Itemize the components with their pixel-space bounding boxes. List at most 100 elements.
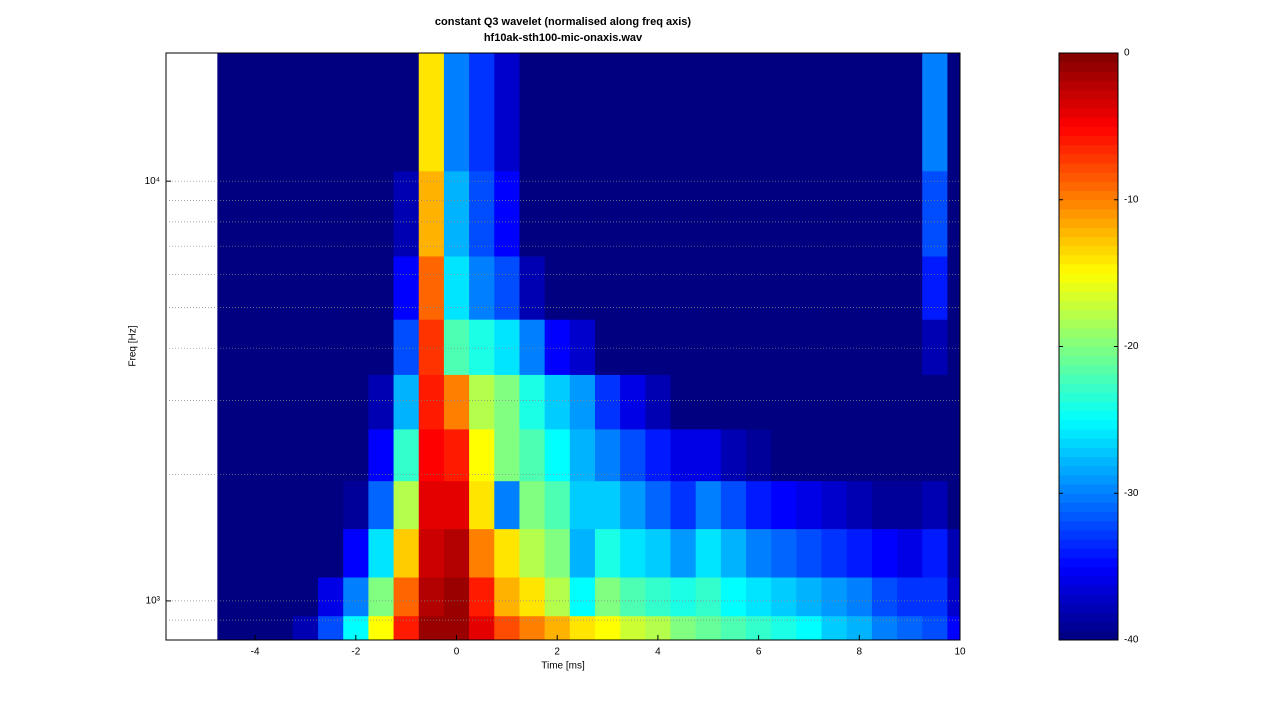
heatmap-cell	[720, 615, 747, 640]
heatmap-cell	[519, 319, 546, 375]
heatmap-cell	[922, 170, 948, 257]
heatmap-cell	[947, 615, 960, 640]
heatmap-cell	[670, 615, 697, 640]
heatmap-cell	[821, 255, 848, 320]
heatmap-cell	[368, 615, 395, 640]
colorbar-step	[1059, 502, 1118, 513]
heatmap-cell	[645, 576, 671, 617]
heatmap-cell	[443, 374, 470, 430]
x-tick-label: 10	[954, 647, 966, 658]
colorbar-step	[1059, 456, 1118, 467]
heatmap-cell	[242, 53, 269, 172]
heatmap-cell	[544, 374, 571, 430]
heatmap-cell	[443, 255, 470, 320]
heatmap-cell	[469, 170, 495, 257]
colorbar-step	[1059, 539, 1118, 549]
colorbar-step	[1059, 511, 1118, 522]
heatmap-cell	[292, 53, 319, 172]
heatmap-cell	[242, 319, 269, 375]
heatmap-cell	[771, 374, 797, 430]
heatmap-cell	[217, 255, 244, 320]
heatmap-cell	[569, 428, 596, 482]
heatmap-cell	[318, 480, 344, 530]
heatmap-cell	[871, 319, 898, 375]
heatmap-cell	[217, 319, 244, 375]
heatmap-cell	[897, 576, 923, 617]
colorbar-step	[1059, 227, 1118, 237]
colorbar-step	[1059, 566, 1118, 577]
heatmap-cell	[242, 480, 269, 530]
heatmap-cell	[746, 53, 772, 172]
heatmap-cell	[519, 480, 546, 530]
heatmap-cell	[544, 576, 571, 617]
heatmap-cell	[594, 319, 621, 375]
colorbar-step	[1059, 218, 1118, 228]
heatmap-cell	[267, 374, 294, 430]
heatmap-cell	[771, 428, 797, 482]
heatmap-cell	[418, 53, 445, 172]
heatmap-cell	[368, 374, 395, 430]
heatmap-cell	[670, 255, 697, 320]
heatmap-cell	[821, 480, 848, 530]
heatmap-cell	[922, 53, 948, 172]
heatmap-cell	[267, 53, 294, 172]
heatmap-cell	[947, 480, 960, 530]
colorbar-step	[1059, 172, 1118, 182]
heatmap-cell	[821, 170, 848, 257]
heatmap-cell	[217, 428, 244, 482]
colorbar-step	[1059, 318, 1118, 329]
heatmap-cell	[871, 170, 898, 257]
heatmap-cell	[519, 170, 546, 257]
heatmap-cell	[796, 528, 823, 578]
colorbar-step	[1059, 346, 1118, 357]
heatmap-cell	[393, 615, 420, 640]
heatmap-cell	[443, 319, 470, 375]
heatmap-cell	[620, 319, 646, 375]
heatmap-cell	[720, 428, 747, 482]
colorbar-step	[1059, 108, 1118, 118]
colorbar-step	[1059, 355, 1118, 366]
colorbar-tick-label: -30	[1124, 488, 1139, 499]
colorbar-step	[1059, 291, 1118, 302]
heatmap-cell	[519, 615, 546, 640]
heatmap-cell	[922, 255, 948, 320]
heatmap-cell	[242, 576, 269, 617]
heatmap-cell	[695, 170, 722, 257]
heatmap-cell	[670, 374, 697, 430]
heatmap-cell	[695, 374, 722, 430]
heatmap-cell	[443, 170, 470, 257]
heatmap-cell	[242, 255, 269, 320]
colorbar-step	[1059, 438, 1118, 448]
heatmap-cell	[645, 428, 671, 482]
heatmap-cell	[720, 374, 747, 430]
heatmap-cell	[695, 319, 722, 375]
heatmap-cell	[771, 170, 797, 257]
heatmap-cell	[267, 576, 294, 617]
colorbar-step	[1059, 236, 1118, 247]
heatmap-cell	[418, 480, 445, 530]
heatmap-cell	[393, 576, 420, 617]
heatmap-cell	[292, 255, 319, 320]
colorbar-step	[1059, 62, 1118, 72]
heatmap-cell	[393, 374, 420, 430]
colorbar-step	[1059, 374, 1118, 384]
heatmap-cell	[670, 170, 697, 257]
heatmap-cell	[368, 319, 395, 375]
heatmap-cell	[871, 480, 898, 530]
heatmap-cell	[393, 528, 420, 578]
heatmap-cell	[217, 53, 244, 172]
colorbar-step	[1059, 364, 1118, 375]
heatmap-cell	[217, 528, 244, 578]
colorbar-step	[1059, 80, 1118, 91]
heatmap-cell	[947, 576, 960, 617]
heatmap-cell	[922, 615, 948, 640]
heatmap-cell	[343, 53, 369, 172]
heatmap-cell	[544, 480, 571, 530]
colorbar-step	[1059, 429, 1118, 439]
heatmap-cell	[217, 576, 244, 617]
colorbar-step	[1059, 401, 1118, 412]
heatmap-cell	[746, 528, 772, 578]
heatmap-cell	[569, 480, 596, 530]
heatmap-cell	[544, 53, 571, 172]
